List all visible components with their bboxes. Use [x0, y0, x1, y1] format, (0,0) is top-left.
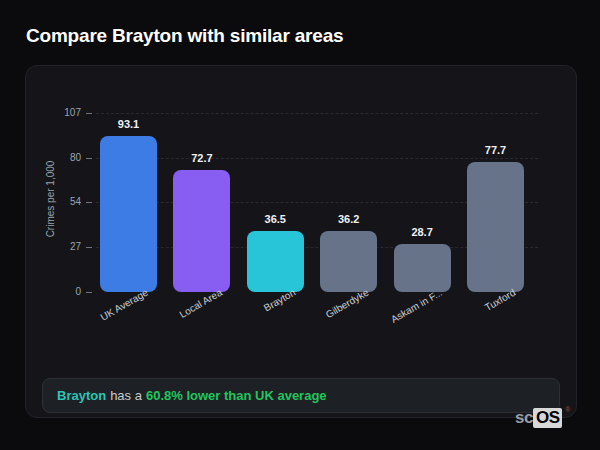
y-tick-mark	[86, 202, 92, 203]
y-tick-mark	[86, 292, 92, 293]
summary-note: Brayton has a 60.8% lower than UK averag…	[42, 378, 560, 413]
bar-value-label: 93.1	[99, 118, 159, 130]
y-tick-label: 27	[26, 241, 81, 252]
bar-value-label: 72.7	[172, 152, 232, 164]
bar-tuxford[interactable]	[467, 162, 524, 292]
x-axis-label: Askam in F...	[389, 287, 444, 325]
logo-suffix: OS	[533, 408, 563, 428]
gridline-107	[96, 113, 538, 114]
bar-value-label: 36.5	[245, 213, 305, 225]
note-stat: 60.8% lower than UK average	[146, 388, 327, 403]
bar-brayton[interactable]	[247, 231, 304, 292]
bar-value-label: 77.7	[466, 144, 526, 156]
note-connector-text: has a	[110, 388, 142, 403]
y-tick-label: 80	[26, 152, 81, 163]
logo-prefix: sc	[515, 408, 533, 428]
bar-askam-in-f-[interactable]	[394, 244, 451, 292]
bar-uk-average[interactable]	[100, 136, 157, 292]
y-tick-label: 107	[26, 107, 81, 118]
scos-logo: scOS®	[515, 408, 562, 428]
y-tick-label: 54	[26, 196, 81, 207]
page-title: Compare Brayton with similar areas	[26, 25, 343, 47]
x-axis-label: UK Average	[99, 287, 151, 323]
y-tick-mark	[86, 113, 92, 114]
chart-card: Crimes per 1,000 107805427093.1UK Averag…	[25, 65, 577, 418]
bar-gilberdyke[interactable]	[320, 231, 377, 292]
y-tick-label: 0	[26, 286, 81, 297]
registered-mark: ®	[565, 406, 570, 413]
y-tick-mark	[86, 158, 92, 159]
bar-chart: 107805427093.1UK Average72.7Local Area36…	[26, 66, 576, 417]
bar-local-area[interactable]	[173, 170, 230, 292]
bar-value-label: 36.2	[319, 213, 379, 225]
note-area-name: Brayton	[57, 388, 106, 403]
y-tick-mark	[86, 247, 92, 248]
bar-value-label: 28.7	[392, 226, 452, 238]
gridline-80	[96, 158, 538, 159]
